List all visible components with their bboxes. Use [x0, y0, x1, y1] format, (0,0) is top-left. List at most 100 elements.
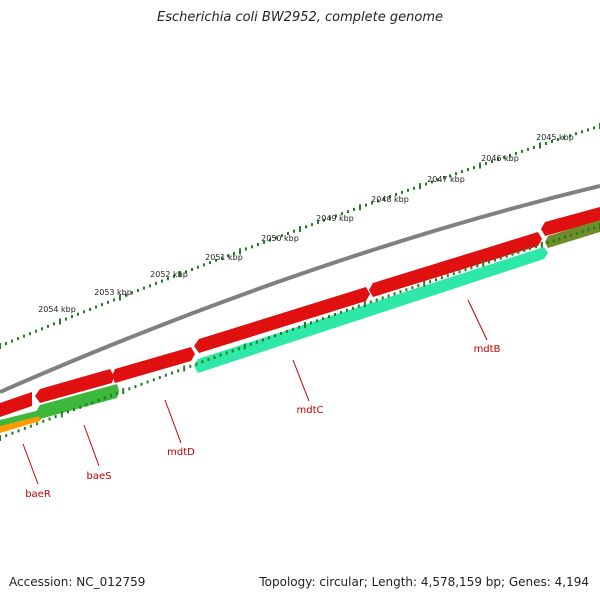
inner-ruler-tick: [128, 387, 131, 391]
inner-ruler-tick: [517, 250, 520, 254]
outer-ruler-tick: [431, 180, 433, 184]
outer-ruler-tick: [509, 153, 511, 157]
olive-feature[interactable]: [545, 220, 600, 248]
outer-ruler-tick: [521, 149, 523, 153]
inner-ruler-tick: [292, 327, 294, 331]
inner-ruler-tick: [195, 362, 198, 366]
inner-ruler-tick: [231, 349, 234, 353]
outer-ruler-tick: [311, 223, 313, 227]
green-feature-baeS[interactable]: [36, 384, 119, 419]
outer-ruler-tick: [5, 342, 7, 345]
ruler-label-2049: 2049 kbp: [316, 214, 354, 223]
gene-label-baeR[interactable]: baeR: [25, 489, 51, 500]
outer-ruler-tick: [281, 234, 283, 238]
outer-ruler-tick: [107, 300, 109, 304]
outer-ruler-tick: [167, 277, 169, 281]
inner-ruler-tick: [334, 313, 336, 316]
inner-ruler-tick: [122, 388, 125, 395]
leader-baeR: [22, 443, 39, 485]
outer-ruler-tick: [269, 238, 271, 242]
gene-label-mdtB[interactable]: mdtB: [474, 344, 501, 355]
inner-ruler-tick: [42, 419, 45, 423]
inner-ruler-tick: [399, 290, 402, 294]
outer-ruler-tick: [515, 151, 517, 155]
outer-ruler-tick: [551, 140, 553, 143]
ruler-label-2053: 2053 kbp: [94, 288, 132, 297]
red-feature-3[interactable]: [112, 347, 195, 383]
outer-ruler-tick: [227, 254, 229, 258]
outer-ruler-tick: [239, 248, 241, 255]
leader-baeS: [83, 424, 100, 467]
outer-ruler-tick: [473, 166, 475, 170]
ruler-label-2051: 2051 kbp: [205, 253, 243, 262]
red-feature-6[interactable]: [541, 207, 600, 236]
gene-label-mdtD[interactable]: mdtD: [167, 447, 195, 458]
features: [0, 207, 600, 433]
mint-feature-mdtC[interactable]: [194, 247, 548, 373]
outer-ruler-tick: [575, 132, 577, 136]
inner-ruler-tick: [494, 258, 496, 262]
inner-ruler-tick: [446, 274, 449, 278]
inner-ruler-tick: [310, 321, 312, 325]
inner-ruler-tick: [103, 396, 106, 400]
outer-ruler-tick: [437, 178, 439, 182]
outer-ruler-tick: [35, 329, 37, 333]
outer-ruler-tick: [185, 270, 187, 274]
outer-ruler-tick: [461, 170, 463, 174]
gene-label-mdtC[interactable]: mdtC: [297, 405, 324, 416]
inner-ruler-tick: [511, 252, 514, 256]
red-feature-4[interactable]: [194, 287, 370, 353]
outer-ruler-tick: [293, 229, 295, 233]
inner-ruler-tick: [523, 248, 526, 252]
ruler-label-2046: 2046 kbp: [481, 154, 519, 163]
outer-ruler-tick: [203, 263, 205, 267]
outer-ruler-tick: [263, 240, 265, 244]
red-feature-1[interactable]: [0, 392, 32, 417]
inner-ruler-tick: [593, 226, 596, 230]
green-feature-small[interactable]: [0, 410, 40, 426]
outer-ruler-tick: [347, 210, 349, 214]
outer-ruler-tick: [89, 307, 91, 311]
outer-ruler-tick: [365, 203, 367, 207]
inner-ruler-tick: [177, 369, 180, 373]
red-feature-2[interactable]: [35, 369, 114, 403]
outer-ruler-tick: [587, 128, 589, 132]
inner-ruler-tick: [79, 405, 82, 409]
outer-ruler-tick: [503, 155, 505, 159]
outer-ruler-tick: [17, 337, 19, 341]
outer-ruler-tick: [407, 188, 409, 192]
inner-ruler-tick: [351, 306, 354, 310]
outer-ruler-tick: [581, 130, 583, 134]
inner-ruler-tick: [417, 284, 420, 288]
outer-ruler-tick: [359, 204, 361, 211]
ruler-label-2048: 2048 kbp: [371, 195, 409, 204]
outer-ruler-tick: [455, 172, 457, 176]
outer-ruler-ticks: [0, 123, 600, 349]
red-feature-5[interactable]: [369, 232, 542, 297]
outer-ruler-tick: [425, 182, 427, 186]
ruler-label-2047: 2047 kbp: [427, 175, 465, 184]
inner-ruler-ticks: [0, 223, 600, 441]
outer-ruler-tick: [173, 274, 175, 278]
outer-ruler-tick: [131, 291, 133, 295]
inner-ruler-tick: [146, 380, 149, 384]
inner-ruler-tick: [393, 292, 396, 296]
inner-ruler-tick: [535, 245, 537, 249]
outer-ruler-tick: [275, 236, 277, 240]
gene-label-baeS[interactable]: baeS: [87, 471, 112, 482]
leader-mdtB: [467, 299, 488, 341]
inner-ruler-tick: [249, 342, 252, 346]
outer-ruler-tick: [143, 286, 145, 290]
inner-ruler-tick: [587, 228, 590, 232]
outer-ruler-tick: [41, 327, 43, 331]
outer-ruler-tick: [11, 339, 13, 343]
outer-ruler-tick: [155, 281, 157, 285]
inner-ruler-tick: [207, 358, 210, 362]
inner-ruler-tick: [85, 403, 88, 407]
outer-ruler-tick: [557, 138, 559, 142]
inner-ruler-tick: [540, 241, 543, 248]
inner-ruler-tick: [158, 376, 161, 379]
inner-ruler-tick: [60, 411, 63, 418]
outer-ruler-tick: [395, 193, 397, 196]
